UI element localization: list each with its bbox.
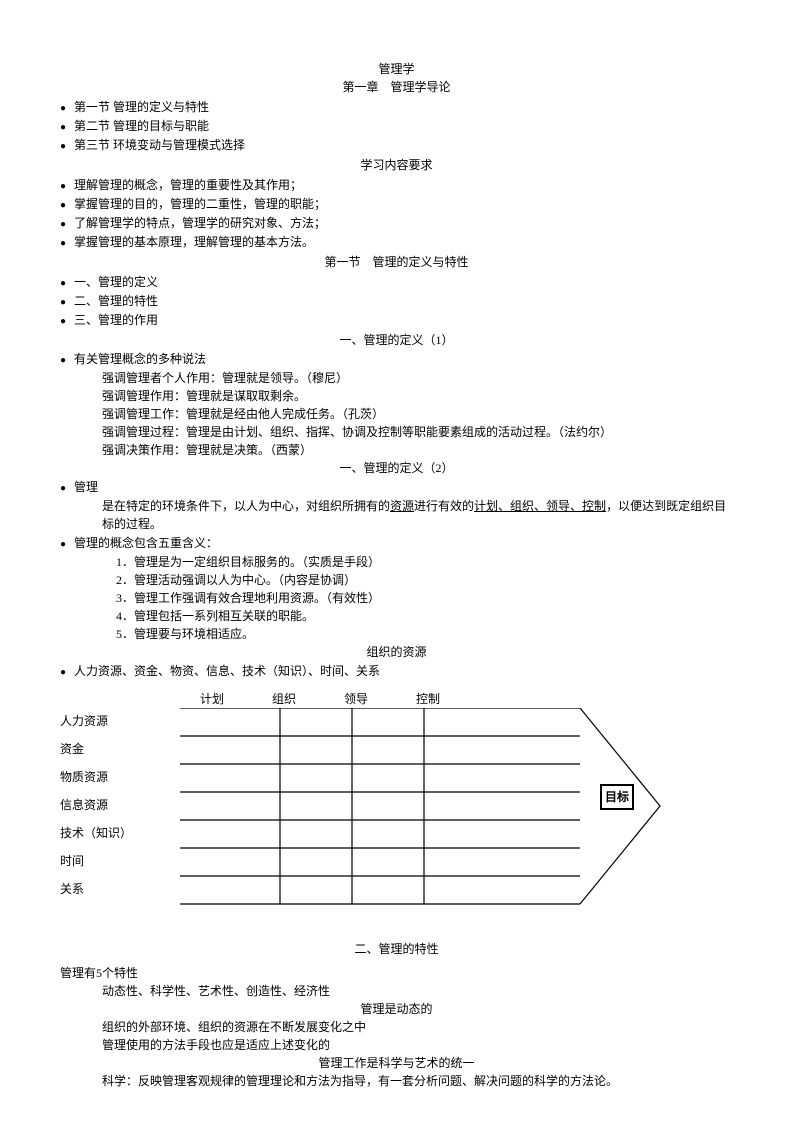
def1-line: 强调管理工作：管理就是经由他人完成任务。（孔茨） xyxy=(60,405,733,423)
requirement-item: 理解管理的概念，管理的重要性及其作用； xyxy=(74,176,302,194)
bullet-icon xyxy=(60,233,74,251)
sciart-line: 科学：反映管理客观规律的管理理论和方法为指导，有一套分析问题、解决问题的科学的方… xyxy=(60,1072,733,1090)
section1-heading: 第一节 管理的定义与特性 xyxy=(60,253,733,271)
bullet-icon xyxy=(60,214,74,232)
section1-item: 一、管理的定义 xyxy=(74,273,158,291)
requirement-item: 掌握管理的基本原理，理解管理的基本方法。 xyxy=(74,233,314,251)
sciart-heading: 管理工作是科学与艺术的统一 xyxy=(60,1054,733,1072)
row-label: 信息资源 xyxy=(60,796,132,824)
section1-list: 一、管理的定义 二、管理的特性 三、管理的作用 xyxy=(60,273,733,329)
def1-line: 强调管理过程：管理是由计划、组织、指挥、协调及控制等职能要素组成的活动过程。（法… xyxy=(60,423,733,441)
row-label: 物质资源 xyxy=(60,768,132,796)
def2-five-item: 3．管理工作强调有效合理地利用资源。（有效性） xyxy=(60,589,733,607)
section1-item: 二、管理的特性 xyxy=(74,292,158,310)
traits-line: 动态性、科学性、艺术性、创造性、经济性 xyxy=(60,982,733,1000)
diagram-target: 目标 xyxy=(600,784,634,810)
requirement-item: 掌握管理的目的，管理的二重性，管理的职能； xyxy=(74,195,326,213)
toc-item: 第三节 环境变动与管理模式选择 xyxy=(74,136,245,154)
bullet-icon xyxy=(60,534,74,552)
row-label: 技术（知识） xyxy=(60,824,132,852)
toc-item: 第一节 管理的定义与特性 xyxy=(74,98,209,116)
row-label: 时间 xyxy=(60,852,132,880)
col-header: 领导 xyxy=(344,690,416,708)
row-label: 资金 xyxy=(60,740,132,768)
resource-function-diagram: 计划 组织 领导 控制 人力资源 资金 物质资源 信息资源 技术（知识） 时间 … xyxy=(60,690,733,920)
requirements-heading: 学习内容要求 xyxy=(60,156,733,174)
col-header: 组织 xyxy=(272,690,344,708)
row-label: 关系 xyxy=(60,880,132,908)
chapter-title: 第一章 管理学导论 xyxy=(60,78,733,96)
def2-five-heading: 管理的概念包含五重含义： xyxy=(74,534,218,552)
def2-five-item: 2．管理活动强调以人为中心。（内容是协调） xyxy=(60,571,733,589)
dynamic-heading: 管理是动态的 xyxy=(60,1000,733,1018)
dynamic-line: 组织的外部环境、组织的资源在不断发展变化之中 xyxy=(60,1018,733,1036)
requirement-item: 了解管理学的特点，管理学的研究对象、方法； xyxy=(74,214,326,232)
requirements-list: 理解管理的概念，管理的重要性及其作用； 掌握管理的目的，管理的二重性，管理的职能… xyxy=(60,176,733,251)
diagram-row-labels: 人力资源 资金 物质资源 信息资源 技术（知识） 时间 关系 xyxy=(60,712,132,908)
def1-line: 强调管理者个人作用：管理就是领导。（穆尼） xyxy=(60,369,733,387)
bullet-icon xyxy=(60,478,74,496)
def2-five-item: 4．管理包括一系列相互关联的职能。 xyxy=(60,607,733,625)
dynamic-line: 管理使用的方法手段也应是适应上述变化的 xyxy=(60,1036,733,1054)
bullet-icon xyxy=(60,662,74,680)
row-label: 人力资源 xyxy=(60,712,132,740)
bullet-icon xyxy=(60,136,74,154)
bullet-icon xyxy=(60,98,74,116)
traits-intro: 管理有5个特性 xyxy=(60,964,733,982)
toc-item: 第二节 管理的目标与职能 xyxy=(74,117,209,135)
bullet-icon xyxy=(60,195,74,213)
traits-heading: 二、管理的特性 xyxy=(60,940,733,958)
def2-bullet-text: 管理 xyxy=(74,478,98,496)
def1-line: 强调决策作用：管理就是决策。（西蒙） xyxy=(60,441,733,459)
main-title: 管理学 xyxy=(60,60,733,78)
bullet-icon xyxy=(60,292,74,310)
bullet-icon xyxy=(60,273,74,291)
def1-line: 强调管理作用：管理就是谋取取剩余。 xyxy=(60,387,733,405)
def2-five-item: 5．管理要与环境相适应。 xyxy=(60,625,733,643)
def2-heading: 一、管理的定义（2） xyxy=(60,459,733,477)
resources-heading: 组织的资源 xyxy=(60,643,733,661)
def2-definition: 是在特定的环境条件下，以人为中心，对组织所拥有的资源进行有效的计划、组织、领导、… xyxy=(60,497,733,533)
bullet-icon xyxy=(60,117,74,135)
resources-text: 人力资源、资金、物资、信息、技术（知识）、时间、关系 xyxy=(74,662,380,680)
def1-bullet-text: 有关管理概念的多种说法 xyxy=(74,350,206,368)
diagram-col-headers: 计划 组织 领导 控制 xyxy=(200,690,488,708)
def1-heading: 一、管理的定义（1） xyxy=(60,331,733,349)
col-header: 控制 xyxy=(416,690,488,708)
col-header: 计划 xyxy=(200,690,272,708)
section1-item: 三、管理的作用 xyxy=(74,311,158,329)
toc-list: 第一节 管理的定义与特性 第二节 管理的目标与职能 第三节 环境变动与管理模式选… xyxy=(60,98,733,154)
bullet-icon xyxy=(60,176,74,194)
def2-five-item: 1．管理是为一定组织目标服务的。（实质是手段） xyxy=(60,553,733,571)
bullet-icon xyxy=(60,311,74,329)
bullet-icon xyxy=(60,350,74,368)
